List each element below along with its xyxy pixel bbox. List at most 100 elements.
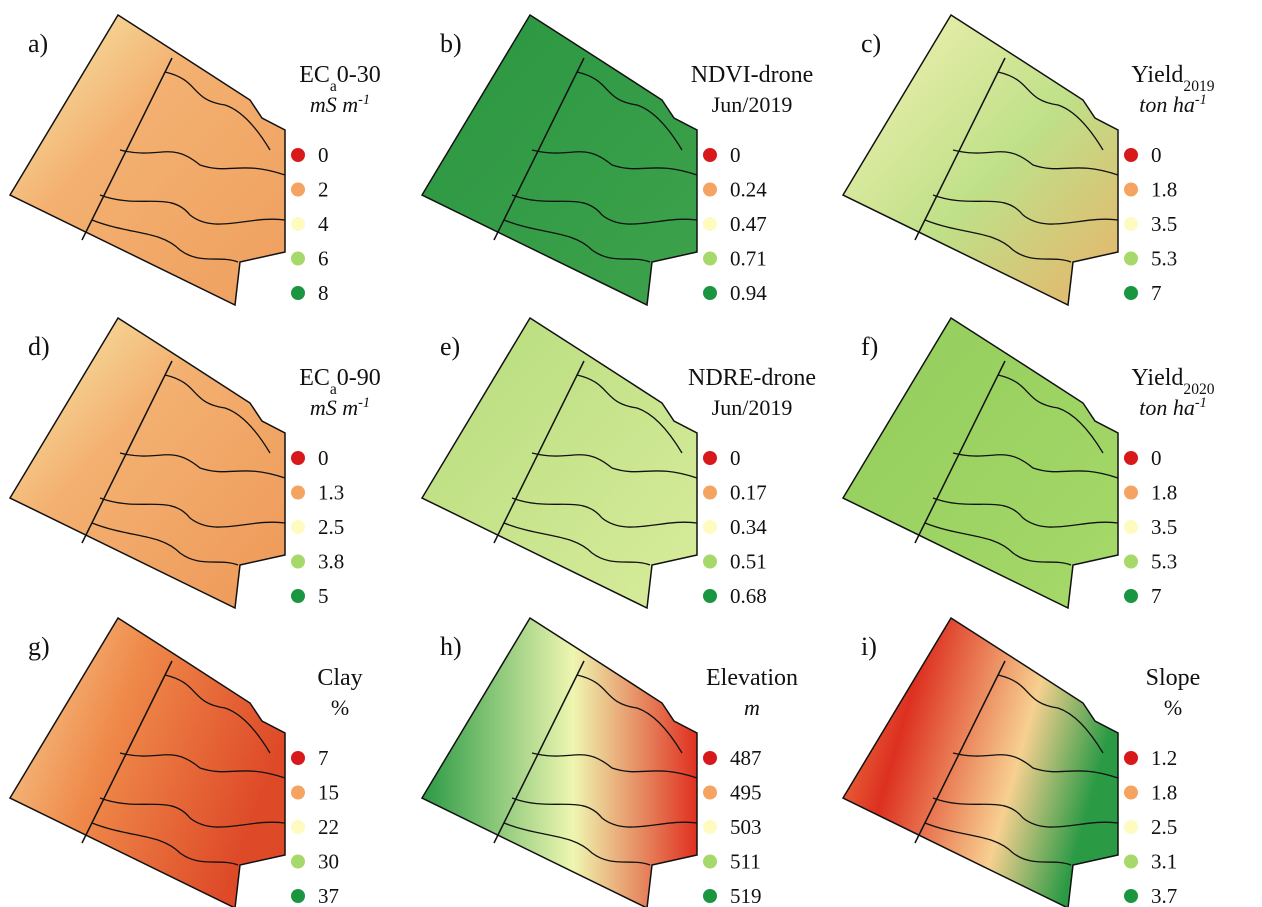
- legend-label: 8: [318, 281, 329, 305]
- legend-label: 15: [318, 781, 339, 805]
- panel-label: a): [28, 29, 48, 58]
- legend-label: 0.51: [730, 550, 767, 574]
- legend-label: 0.68: [730, 584, 767, 608]
- legend-label: 0: [318, 143, 329, 167]
- legend-unit: Jun/2019: [712, 395, 793, 420]
- legend-label: 503: [730, 815, 762, 839]
- legend-swatch: [1124, 855, 1138, 869]
- legend-swatch: [703, 555, 717, 569]
- text-part: Slope: [1146, 665, 1201, 691]
- text-part: %: [1164, 695, 1182, 720]
- legend-swatch: [1124, 751, 1138, 765]
- legend-swatch: [291, 252, 305, 266]
- legend-label: 5.3: [1151, 550, 1177, 574]
- figure: a)ECa0-30mS m-102468b)NDVI-droneJun/2019…: [0, 0, 1262, 907]
- legend-swatch: [291, 486, 305, 500]
- legend-label: 3.5: [1151, 515, 1177, 539]
- legend-swatch: [1124, 286, 1138, 300]
- legend-label: 5.3: [1151, 247, 1177, 271]
- legend-swatch: [1124, 217, 1138, 231]
- field-map: [422, 15, 697, 305]
- legend-swatch: [703, 786, 717, 800]
- text-part: mS m: [310, 395, 358, 420]
- legend-label: 5: [318, 584, 329, 608]
- text-part: ton ha: [1139, 92, 1195, 117]
- legend-label: 4: [318, 212, 329, 236]
- legend-unit: Jun/2019: [712, 92, 793, 117]
- legend-swatch: [291, 451, 305, 465]
- legend-label: 7: [318, 746, 329, 770]
- legend-label: 2.5: [318, 515, 344, 539]
- legend-title: Elevation: [706, 665, 798, 691]
- field-map: [843, 318, 1118, 608]
- legend-label: 519: [730, 884, 762, 907]
- legend-label: 0.17: [730, 481, 767, 505]
- panel-label: g): [28, 632, 50, 661]
- legend-label: 0.24: [730, 178, 767, 202]
- legend-unit: ton ha-1: [1139, 92, 1207, 117]
- map-panel: h)Elevationm487495503511519: [422, 618, 798, 907]
- panel-label: b): [440, 29, 462, 58]
- map-panel: c)Yield2019ton ha-101.83.55.37: [843, 15, 1215, 305]
- text-part: mS m: [310, 92, 358, 117]
- legend-label: 2.5: [1151, 815, 1177, 839]
- legend-label: 3.8: [318, 550, 344, 574]
- field-map: [10, 618, 285, 907]
- text-part: 0-90: [337, 365, 381, 391]
- legend-swatch: [291, 589, 305, 603]
- text-part: -1: [1195, 92, 1207, 108]
- legend-swatch: [291, 820, 305, 834]
- legend-swatch: [703, 855, 717, 869]
- legend-swatch: [1124, 589, 1138, 603]
- field-map: [10, 318, 285, 608]
- text-part: Jun/2019: [712, 92, 793, 117]
- legend-label: 0.71: [730, 247, 767, 271]
- text-part: -1: [358, 92, 370, 108]
- legend-swatch: [291, 217, 305, 231]
- legend-label: 0: [730, 143, 741, 167]
- legend-title: ECa0-30: [299, 62, 381, 95]
- text-part: Clay: [317, 665, 362, 691]
- legend-swatch: [291, 889, 305, 903]
- text-part: Yield: [1131, 365, 1183, 391]
- text-part: Jun/2019: [712, 395, 793, 420]
- legend-swatch: [291, 148, 305, 162]
- legend-unit: %: [331, 695, 349, 720]
- legend-label: 7: [1151, 281, 1162, 305]
- legend-label: 0: [1151, 143, 1162, 167]
- text-part: NDVI-drone: [691, 62, 814, 88]
- legend-swatch: [291, 286, 305, 300]
- legend-swatch: [703, 217, 717, 231]
- legend-swatch: [1124, 520, 1138, 534]
- panel-label: i): [861, 632, 877, 661]
- legend-swatch: [1124, 183, 1138, 197]
- legend-label: 30: [318, 850, 339, 874]
- legend-swatch: [703, 451, 717, 465]
- legend-swatch: [1124, 786, 1138, 800]
- legend-title: Slope: [1146, 665, 1201, 691]
- legend-swatch: [291, 751, 305, 765]
- field-map: [422, 618, 697, 907]
- legend-swatch: [703, 183, 717, 197]
- panel-label: d): [28, 332, 50, 361]
- legend-title: NDRE-drone: [688, 365, 816, 391]
- legend-label: 37: [318, 884, 339, 907]
- legend-swatch: [291, 520, 305, 534]
- legend-swatch: [1124, 252, 1138, 266]
- field-map: [843, 618, 1118, 907]
- legend-title: Yield2019: [1131, 62, 1214, 95]
- legend-label: 3.5: [1151, 212, 1177, 236]
- legend-swatch: [291, 555, 305, 569]
- legend-label: 511: [730, 850, 761, 874]
- legend-swatch: [703, 589, 717, 603]
- legend-label: 1.3: [318, 481, 344, 505]
- legend-label: 1.8: [1151, 481, 1177, 505]
- legend-unit: m: [744, 695, 760, 720]
- legend-label: 6: [318, 247, 329, 271]
- panel-label: c): [861, 29, 881, 58]
- legend-swatch: [291, 786, 305, 800]
- legend-label: 0.47: [730, 212, 767, 236]
- legend-swatch: [1124, 889, 1138, 903]
- text-part: Elevation: [706, 665, 798, 691]
